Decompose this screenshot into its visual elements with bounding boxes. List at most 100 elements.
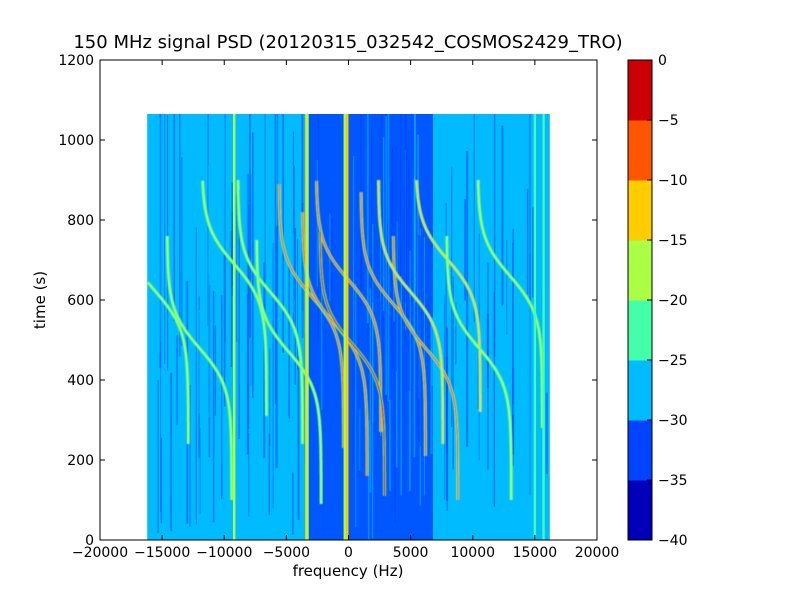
doppler-trace <box>147 281 189 444</box>
noise-streak <box>160 437 163 523</box>
noise-streak <box>452 276 454 470</box>
doppler-trace <box>255 240 322 504</box>
noise-streak <box>529 254 531 496</box>
noise-streak <box>445 202 447 383</box>
doppler-trace <box>415 179 482 412</box>
noise-streak <box>176 335 178 426</box>
carrier-line <box>232 114 236 540</box>
noise-streak <box>408 130 410 392</box>
noise-streak <box>516 253 518 478</box>
noise-streak <box>455 302 457 365</box>
colorbar-segment <box>628 360 652 421</box>
y-tick-label: 800 <box>67 213 94 229</box>
noise-streak <box>501 125 504 306</box>
y-tick-label: 600 <box>67 293 94 309</box>
doppler-trace <box>477 179 544 428</box>
noise-streak <box>293 165 295 299</box>
y-tick-label: 400 <box>67 373 94 389</box>
noise-streak <box>413 178 416 458</box>
colorbar-segment <box>628 480 652 541</box>
noise-streak <box>390 182 392 302</box>
noise-streak <box>487 262 489 470</box>
x-axis: −20000 −15000 −10000 −5000 0 5000 10000 15000 20… <box>72 60 619 561</box>
noise-streak <box>404 114 407 304</box>
colorbar-tick-label: −20 <box>658 293 688 309</box>
noise-streak <box>170 372 173 531</box>
noise-streak <box>297 239 299 371</box>
noise-streak <box>394 230 396 522</box>
colorbar-segment <box>628 420 652 481</box>
noise-streak <box>272 243 274 509</box>
colorbar-tick-label: −30 <box>658 413 688 429</box>
noise-streak <box>371 302 374 539</box>
x-tick-label: −10000 <box>196 545 252 561</box>
x-tick-label: 5000 <box>393 545 429 561</box>
x-tick-label: −20000 <box>72 545 128 561</box>
noise-streak <box>369 288 372 493</box>
noise-streak <box>473 114 475 323</box>
noise-streak <box>238 190 241 440</box>
noise-streak <box>367 420 370 540</box>
noise-streak <box>249 114 251 338</box>
noise-streak <box>252 132 254 398</box>
x-tick-label: 20000 <box>575 545 620 561</box>
noise-streak <box>444 295 446 500</box>
chart-title: 150 MHz signal PSD (20120315_032542_COSM… <box>73 32 622 53</box>
noise-streak <box>300 219 303 373</box>
noise-streak <box>359 408 361 471</box>
noise-streak <box>195 227 197 525</box>
noise-streak <box>173 114 176 322</box>
noise-streak <box>493 291 496 507</box>
noise-streak <box>157 132 160 340</box>
noise-streak <box>382 136 385 312</box>
colorbar-tick-label: 0 <box>658 53 667 69</box>
doppler-trace <box>319 232 386 496</box>
noise-streak <box>331 218 333 326</box>
noise-streak <box>230 230 233 368</box>
noise-streak <box>389 399 391 492</box>
carrier-line <box>542 114 545 540</box>
noise-streak <box>212 291 215 523</box>
colorbar-tick-label: −5 <box>658 113 679 129</box>
noise-streak <box>220 295 223 500</box>
x-tick-label: −15000 <box>134 545 190 561</box>
x-tick-label: 0 <box>344 545 353 561</box>
carrier-line <box>305 114 308 540</box>
noise-streak <box>297 355 300 520</box>
noise-streak <box>275 226 278 469</box>
noise-streak <box>395 145 397 372</box>
noise-streak <box>323 457 325 532</box>
noise-streak <box>181 157 183 346</box>
noise-streak <box>430 320 433 455</box>
noise-streak <box>179 114 181 357</box>
noise-streak <box>179 399 182 489</box>
y-tick-label: 200 <box>67 453 94 469</box>
noise-streak <box>512 242 514 405</box>
y-tick-label: 1000 <box>58 133 94 149</box>
noise-streak <box>222 157 224 390</box>
noise-streak <box>269 348 271 447</box>
x-axis-label: frequency (Hz) <box>293 562 404 580</box>
doppler-trace <box>237 180 304 444</box>
noise-streak <box>282 114 285 353</box>
noise-streak <box>352 304 355 466</box>
noise-streak <box>292 131 295 331</box>
noise-streak <box>321 288 323 410</box>
noise-streak <box>227 117 230 293</box>
noise-streak <box>316 160 319 287</box>
noise-streak <box>464 199 467 301</box>
noise-streak <box>294 227 297 386</box>
y-axis: 0 200 400 600 800 1000 1200 <box>58 53 597 549</box>
carrier-line <box>343 114 346 540</box>
y-tick-label: 1200 <box>58 53 94 69</box>
noise-streak <box>405 154 408 322</box>
colorbar-segment <box>628 180 652 241</box>
noise-streak <box>189 384 191 527</box>
noise-streak <box>222 376 225 464</box>
colorbar-tick-label: −40 <box>658 533 688 549</box>
noise-streak <box>231 182 233 296</box>
noise-streak <box>288 371 291 530</box>
colorbar-tick-label: −10 <box>658 173 688 189</box>
colorbar: −40 −35 −30 −25 −20 −15 −10 −5 0 <box>627 53 688 549</box>
colorbar-tick-label: −25 <box>658 353 688 369</box>
